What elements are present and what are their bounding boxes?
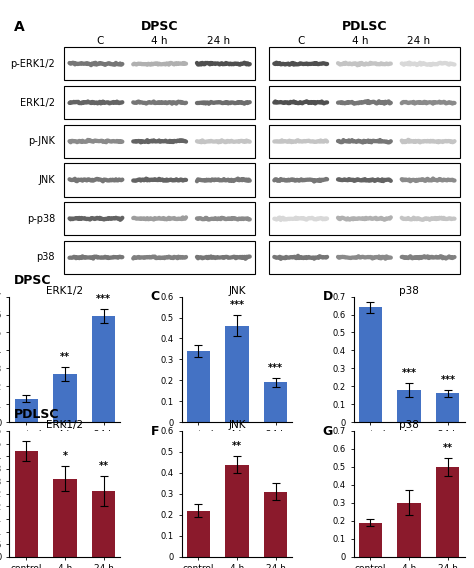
Bar: [92, 316, 116, 422]
FancyBboxPatch shape: [269, 86, 460, 119]
Text: p-p38: p-p38: [27, 214, 55, 224]
Text: ERK1/2: ERK1/2: [20, 98, 55, 107]
Bar: [187, 351, 210, 422]
FancyBboxPatch shape: [64, 86, 255, 119]
Text: C: C: [150, 290, 160, 303]
Text: **: **: [99, 461, 109, 471]
Title: JNK: JNK: [228, 420, 246, 430]
FancyBboxPatch shape: [269, 47, 460, 81]
Bar: [436, 394, 459, 422]
FancyBboxPatch shape: [64, 164, 255, 197]
Title: JNK: JNK: [228, 286, 246, 296]
Bar: [54, 479, 77, 557]
Text: DPSC: DPSC: [14, 274, 52, 286]
FancyBboxPatch shape: [64, 202, 255, 235]
Text: C: C: [297, 36, 304, 46]
Bar: [92, 491, 116, 557]
Title: p38: p38: [399, 286, 419, 296]
Bar: [264, 382, 287, 422]
Text: ***: ***: [401, 367, 417, 378]
Text: **: **: [443, 443, 453, 453]
Bar: [358, 523, 382, 557]
Bar: [187, 511, 210, 557]
Text: p-JNK: p-JNK: [28, 136, 55, 147]
Bar: [264, 492, 287, 557]
Text: A: A: [14, 20, 25, 34]
Bar: [15, 451, 38, 557]
Text: G: G: [322, 425, 333, 438]
Text: ***: ***: [96, 294, 111, 304]
FancyBboxPatch shape: [64, 47, 255, 81]
Text: 24 h: 24 h: [207, 36, 230, 46]
Bar: [225, 465, 249, 557]
Title: ERK1/2: ERK1/2: [46, 286, 83, 296]
Text: **: **: [232, 441, 242, 451]
Title: p38: p38: [399, 420, 419, 430]
Text: D: D: [322, 290, 333, 303]
Text: p38: p38: [36, 252, 55, 262]
Bar: [436, 467, 459, 557]
Text: 4 h: 4 h: [352, 36, 368, 46]
Bar: [358, 307, 382, 422]
Text: *: *: [63, 451, 67, 461]
FancyBboxPatch shape: [64, 125, 255, 158]
Text: ***: ***: [268, 363, 283, 373]
FancyBboxPatch shape: [269, 202, 460, 235]
FancyBboxPatch shape: [64, 241, 255, 274]
Text: ***: ***: [440, 375, 456, 385]
Text: F: F: [150, 425, 159, 438]
Bar: [225, 326, 249, 422]
FancyBboxPatch shape: [269, 125, 460, 158]
Text: 4 h: 4 h: [151, 36, 168, 46]
Bar: [15, 399, 38, 422]
Text: C: C: [97, 36, 104, 46]
Text: 24 h: 24 h: [408, 36, 430, 46]
Text: **: **: [60, 352, 70, 362]
Text: JNK: JNK: [38, 175, 55, 185]
Title: ERK1/2: ERK1/2: [46, 420, 83, 430]
Bar: [54, 374, 77, 422]
Bar: [397, 390, 420, 422]
FancyBboxPatch shape: [269, 164, 460, 197]
Text: PDLSC: PDLSC: [14, 408, 60, 421]
Text: ***: ***: [229, 300, 245, 310]
Bar: [397, 503, 420, 557]
Text: p-ERK1/2: p-ERK1/2: [10, 59, 55, 69]
Text: PDLSC: PDLSC: [342, 20, 387, 32]
FancyBboxPatch shape: [269, 241, 460, 274]
Text: DPSC: DPSC: [141, 20, 178, 32]
